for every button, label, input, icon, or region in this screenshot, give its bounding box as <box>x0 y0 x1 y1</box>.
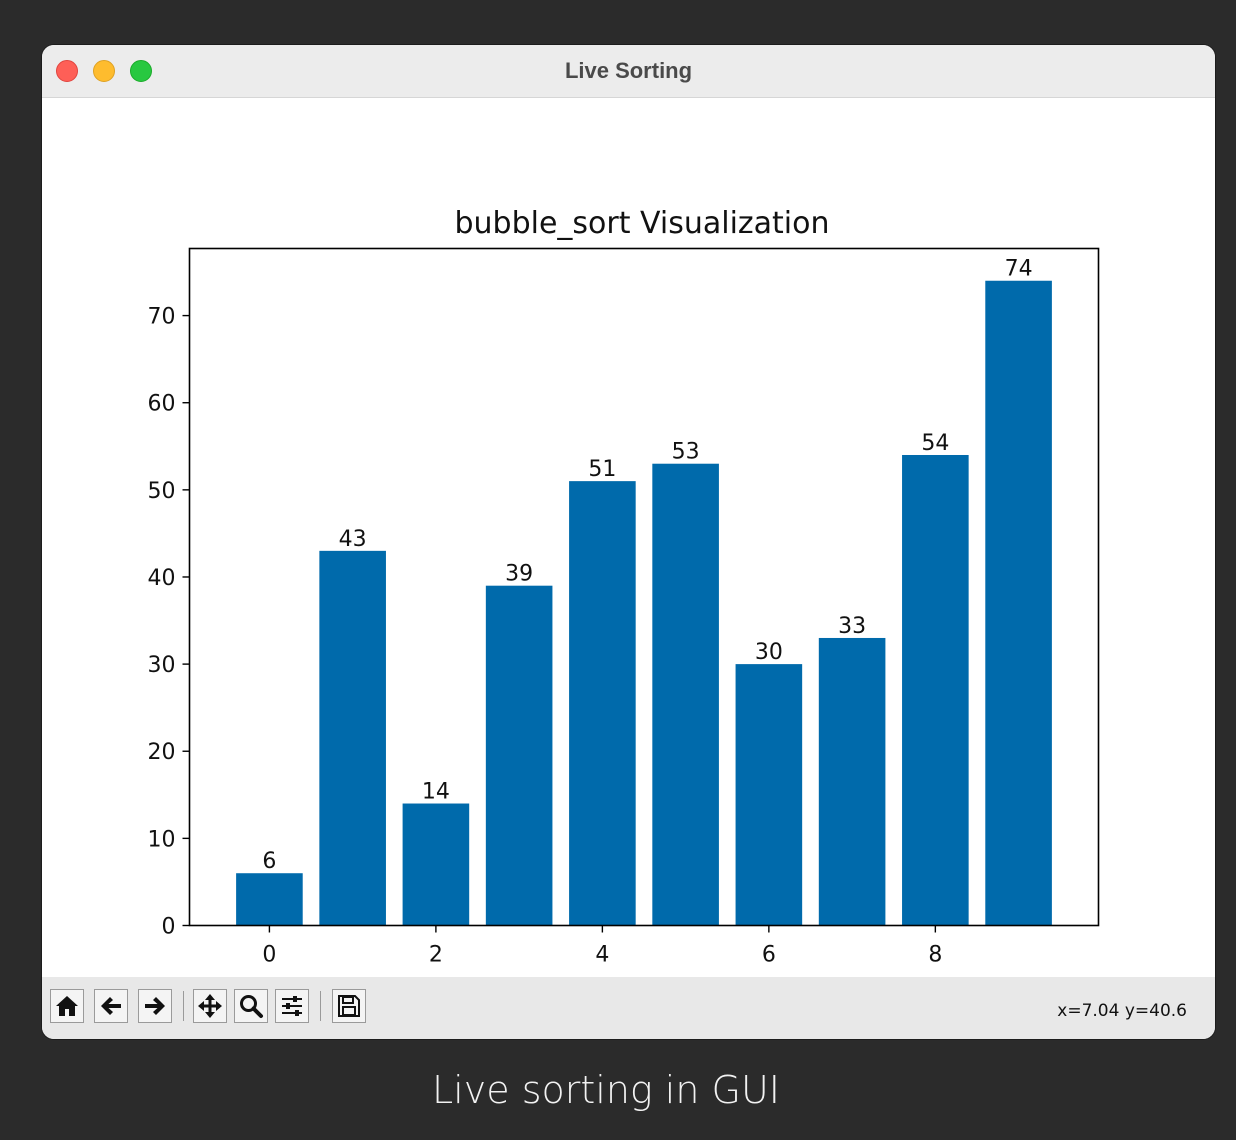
bar-value-label: 6 <box>262 849 276 874</box>
bar-value-label: 74 <box>1005 257 1033 282</box>
bar-value-label: 54 <box>921 431 949 456</box>
zoom-button[interactable] <box>234 989 268 1023</box>
plot-frame <box>188 247 1100 927</box>
x-tick-label: 4 <box>595 943 609 968</box>
app-window: Live Sorting bubble_sort Visualization 6… <box>42 45 1215 1039</box>
bar-value-label: 53 <box>672 440 700 465</box>
bar-value-label: 14 <box>422 780 450 805</box>
toolbar-separator <box>183 991 184 1021</box>
bar-4 <box>569 481 636 926</box>
y-tick-label: 40 <box>148 566 176 591</box>
toolbar-separator <box>320 991 321 1021</box>
arrow-left-icon <box>101 997 121 1015</box>
y-tick-label: 10 <box>148 827 176 852</box>
bar-6 <box>735 664 803 926</box>
bar-9 <box>985 280 1052 926</box>
bar-2 <box>402 803 470 926</box>
bar-value-label: 51 <box>588 457 616 482</box>
navigation-toolbar: x=7.04 y=40.6 <box>42 977 1215 1039</box>
bar-1 <box>319 550 386 926</box>
bar-value-label: 43 <box>339 527 367 552</box>
y-tick-label: 50 <box>148 479 176 504</box>
zoom-window-button[interactable] <box>130 60 152 82</box>
configure-subplots-button[interactable] <box>275 989 309 1023</box>
y-tick-label: 20 <box>148 740 176 765</box>
floppy-disk-icon <box>338 995 360 1017</box>
x-tick-label: 2 <box>429 943 443 968</box>
y-tick-label: 30 <box>148 653 176 678</box>
x-tick-label: 0 <box>262 943 276 968</box>
move-icon <box>198 994 222 1018</box>
arrow-right-icon <box>145 997 165 1015</box>
figure-canvas[interactable]: bubble_sort Visualization 6 43 14 39 51 53 30 3… <box>42 98 1215 975</box>
minimize-window-button[interactable] <box>93 60 115 82</box>
bar-value-label: 30 <box>755 640 783 665</box>
bar-value-label: 33 <box>838 614 866 639</box>
bar-3 <box>485 585 553 926</box>
home-button[interactable] <box>50 989 84 1023</box>
cursor-coordinates: x=7.04 y=40.6 <box>1057 1001 1187 1021</box>
bar-7 <box>818 637 886 926</box>
close-window-button[interactable] <box>56 60 78 82</box>
y-tick-label: 0 <box>162 915 176 940</box>
sliders-icon <box>282 996 302 1016</box>
title-bar[interactable]: Live Sorting <box>42 45 1215 98</box>
forward-button[interactable] <box>138 989 172 1023</box>
y-tick-label: 60 <box>148 392 176 417</box>
caption: Live sorting in GUI <box>432 1068 780 1112</box>
pan-button[interactable] <box>193 989 227 1023</box>
chart-title: bubble_sort Visualization <box>454 206 829 241</box>
home-icon <box>56 996 78 1016</box>
save-button[interactable] <box>332 989 366 1023</box>
x-tick-label: 6 <box>762 943 776 968</box>
window-title: Live Sorting <box>564 58 693 83</box>
bar-8 <box>902 454 969 926</box>
bar-5 <box>652 463 719 926</box>
bar-value-label: 39 <box>505 562 533 587</box>
magnifier-icon <box>240 995 263 1018</box>
back-button[interactable] <box>94 989 128 1023</box>
bar-0 <box>236 873 303 926</box>
x-tick-label: 8 <box>928 943 942 968</box>
y-tick-label: 70 <box>148 305 176 330</box>
bar-chart[interactable]: bubble_sort Visualization 6 43 14 39 51 53 30 3… <box>42 98 1215 975</box>
